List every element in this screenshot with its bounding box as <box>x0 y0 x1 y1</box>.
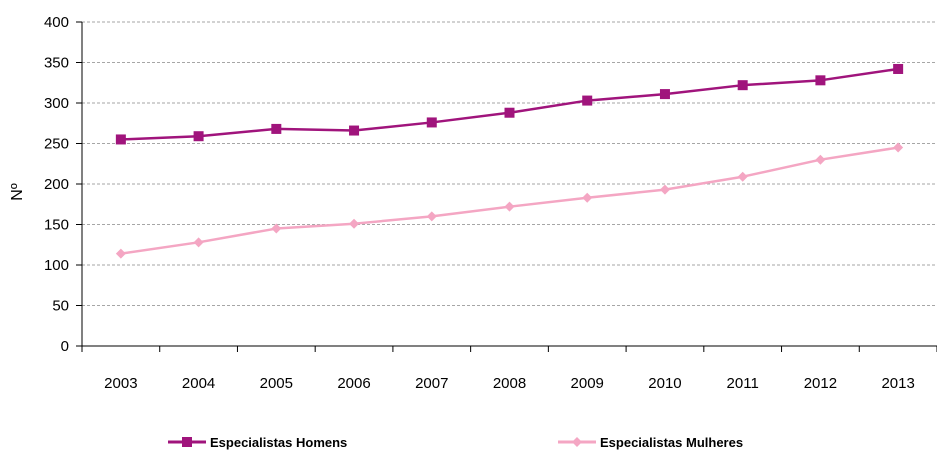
x-tick-labels: 2003 2004 2005 2006 2007 2008 2009 2010 2011 2012… <box>104 375 915 392</box>
legend-item: Especialistas Homens <box>168 435 347 450</box>
x-tick-label: 2008 <box>493 375 526 392</box>
x-tick-label: 2007 <box>415 375 448 392</box>
data-point <box>582 192 593 203</box>
x-tick-label: 2011 <box>727 375 759 392</box>
y-axis-title: Nº <box>9 183 26 201</box>
data-point <box>659 184 670 195</box>
data-point <box>115 134 126 145</box>
data-point <box>737 80 748 91</box>
y-tick-label: 0 <box>61 338 69 355</box>
legend-label: Especialistas Homens <box>210 435 347 450</box>
data-point <box>893 63 904 74</box>
x-tick-label: 2004 <box>182 375 215 392</box>
legend-marker <box>572 437 582 447</box>
legend-marker <box>182 437 192 447</box>
y-tick-label: 350 <box>44 55 69 72</box>
data-point <box>271 223 282 234</box>
series-1 <box>115 63 904 145</box>
y-tick-label: 50 <box>52 298 69 315</box>
data-point <box>426 211 437 222</box>
data-point <box>426 117 437 128</box>
data-point <box>815 75 826 86</box>
data-point <box>893 142 904 153</box>
data-point <box>815 154 826 165</box>
series-2 <box>115 142 904 259</box>
axes <box>76 21 937 352</box>
data-point <box>115 248 126 259</box>
legend: Especialistas Homens Especialistas Mulher… <box>168 435 743 450</box>
series-line <box>120 67 899 141</box>
data-point <box>349 218 360 229</box>
y-tick-label: 100 <box>44 257 69 274</box>
data-point <box>737 171 748 182</box>
data-point <box>193 237 204 248</box>
x-tick-label: 2010 <box>648 375 681 392</box>
data-point <box>349 125 360 136</box>
y-tick-label: 250 <box>44 136 69 153</box>
data-point <box>504 201 515 212</box>
gridlines <box>82 21 937 306</box>
y-tick-label: 400 <box>44 14 69 31</box>
data-point <box>659 89 670 100</box>
y-tick-labels: 0 50 100 150 200 250 300 350 400 <box>44 14 69 355</box>
x-tick-label: 2003 <box>104 375 137 392</box>
series <box>115 63 904 259</box>
data-point <box>582 95 593 106</box>
y-tick-label: 150 <box>44 217 69 234</box>
x-tick-label: 2012 <box>804 375 837 392</box>
legend-label: Especialistas Mulheres <box>600 435 743 450</box>
data-point <box>271 123 282 134</box>
data-point <box>504 107 515 118</box>
data-point <box>193 131 204 142</box>
x-tick-label: 2006 <box>337 375 370 392</box>
y-tick-label: 300 <box>44 95 69 112</box>
y-tick-label: 200 <box>44 176 69 193</box>
x-tick-label: 2009 <box>571 375 604 392</box>
x-tick-label: 2013 <box>881 375 914 392</box>
legend-item: Especialistas Mulheres <box>558 435 743 450</box>
series-line <box>120 146 899 255</box>
x-tick-label: 2005 <box>260 375 293 392</box>
